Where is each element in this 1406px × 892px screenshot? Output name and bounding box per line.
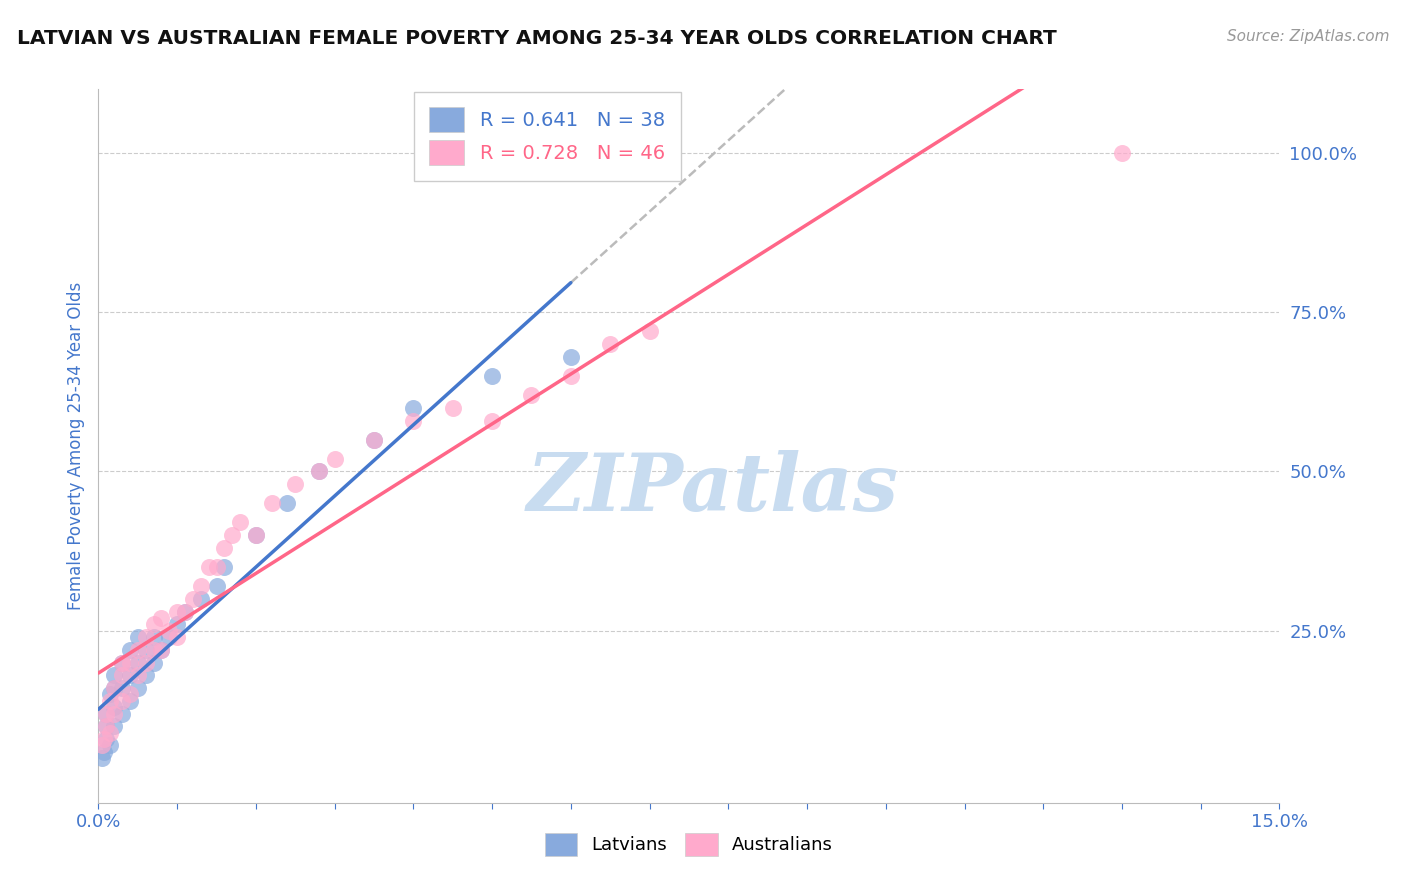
Legend: Latvians, Australians: Latvians, Australians (536, 824, 842, 865)
Point (111, 694, 134, 708)
Point (111, 668, 134, 682)
Point (96, 706, 118, 721)
Text: LATVIAN VS AUSTRALIAN FEMALE POVERTY AMONG 25-34 YEAR OLDS CORRELATION CHART: LATVIAN VS AUSTRALIAN FEMALE POVERTY AMO… (17, 29, 1057, 47)
Point (135, 656, 157, 670)
Point (103, 706, 125, 721)
Point (127, 630, 149, 644)
Point (205, 560, 228, 574)
Point (1111, 145, 1133, 160)
Point (276, 496, 298, 510)
Point (166, 630, 188, 644)
Point (520, 388, 543, 402)
Point (96, 706, 118, 721)
Point (98, 694, 121, 708)
Point (118, 656, 141, 670)
Point (118, 694, 141, 708)
Point (229, 516, 252, 530)
Point (103, 668, 125, 682)
Point (560, 350, 582, 364)
Point (260, 496, 283, 510)
Point (560, 368, 582, 383)
Point (118, 688, 141, 702)
Point (103, 719, 125, 733)
Point (221, 528, 243, 542)
Point (363, 433, 385, 447)
Point (150, 643, 173, 657)
Point (245, 528, 267, 542)
Point (98, 739, 121, 753)
Point (214, 560, 236, 574)
Point (150, 643, 173, 657)
Point (111, 656, 134, 670)
Point (363, 433, 385, 447)
Point (481, 368, 503, 383)
Point (91, 751, 114, 765)
Point (118, 668, 141, 682)
Point (284, 477, 307, 491)
Point (93, 745, 115, 759)
Point (174, 605, 197, 619)
Point (111, 656, 134, 670)
Text: Source: ZipAtlas.com: Source: ZipAtlas.com (1226, 29, 1389, 44)
Point (214, 541, 236, 555)
Point (135, 643, 157, 657)
Point (103, 681, 125, 695)
Point (205, 579, 228, 593)
Point (103, 681, 125, 695)
Point (142, 643, 165, 657)
Point (157, 630, 180, 644)
Point (402, 401, 425, 415)
Text: ZIPatlas: ZIPatlas (526, 450, 898, 527)
Point (135, 630, 157, 644)
Point (308, 465, 330, 479)
Point (142, 630, 165, 644)
Point (127, 668, 149, 682)
Point (190, 591, 212, 606)
Point (308, 465, 330, 479)
Y-axis label: Female Poverty Among 25-34 Year Olds: Female Poverty Among 25-34 Year Olds (66, 282, 84, 610)
Point (166, 605, 188, 619)
Point (181, 591, 204, 606)
Point (150, 611, 173, 625)
Point (190, 579, 212, 593)
Point (481, 413, 503, 427)
Point (157, 624, 180, 638)
Point (103, 700, 125, 714)
Point (96, 732, 118, 747)
Point (111, 681, 134, 695)
Point (93, 732, 115, 747)
Point (142, 617, 165, 632)
Point (135, 668, 157, 682)
Point (98, 725, 121, 739)
Point (441, 401, 464, 415)
Point (96, 719, 118, 733)
Point (323, 451, 346, 466)
Point (91, 739, 114, 753)
Point (599, 337, 621, 351)
Point (174, 605, 197, 619)
Point (127, 643, 149, 657)
Point (638, 324, 661, 338)
Point (127, 656, 149, 670)
Point (166, 617, 188, 632)
Point (98, 688, 121, 702)
Point (142, 656, 165, 670)
Point (197, 560, 219, 574)
Point (96, 719, 118, 733)
Point (111, 706, 134, 721)
Point (245, 528, 267, 542)
Point (402, 413, 425, 427)
Point (118, 643, 141, 657)
Point (127, 681, 149, 695)
